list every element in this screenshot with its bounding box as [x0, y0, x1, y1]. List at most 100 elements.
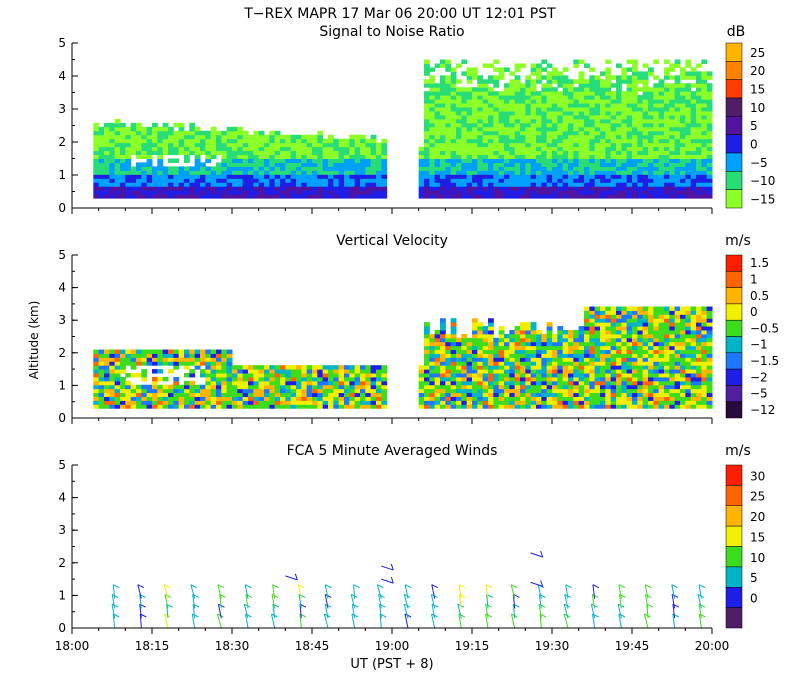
vv-cell — [685, 384, 692, 390]
snr-cell — [285, 142, 292, 148]
snr-cell — [146, 150, 153, 156]
snr-cell — [488, 142, 494, 148]
snr-cell — [285, 158, 292, 163]
snr-cell — [568, 174, 574, 179]
vv-cell — [626, 388, 633, 394]
wind-barb-flag — [217, 584, 225, 589]
snr-cell — [424, 118, 430, 124]
vv-cell — [584, 380, 590, 386]
vv-cell — [589, 384, 596, 390]
snr-cell — [493, 67, 500, 72]
snr-cell — [541, 194, 548, 199]
vv-cell — [578, 396, 585, 401]
snr-cell — [269, 130, 276, 136]
vv-cell — [306, 376, 313, 382]
snr-cell — [562, 107, 569, 112]
vv-cell — [450, 388, 457, 394]
vv-cell — [616, 388, 622, 394]
vv-cell — [488, 318, 494, 323]
snr-cell — [376, 146, 382, 152]
snr-cell — [205, 190, 212, 195]
vv-cell — [317, 392, 324, 397]
vv-cell — [541, 404, 548, 409]
snr-cell — [509, 190, 516, 195]
snr-cell — [674, 182, 681, 187]
vv-cell — [168, 361, 174, 366]
snr-cell — [296, 154, 302, 159]
vv-cell — [536, 337, 542, 343]
vv-cell — [653, 396, 660, 401]
vv-cell — [349, 392, 356, 397]
vv-cell — [104, 388, 110, 394]
snr-cell — [664, 174, 670, 179]
vv-cell — [648, 333, 654, 339]
snr-cell — [594, 126, 601, 132]
snr-cell — [621, 130, 628, 136]
vv-cell — [706, 384, 713, 390]
vv-cell — [429, 369, 436, 374]
snr-cell — [680, 166, 686, 171]
snr-cell — [285, 146, 292, 152]
snr-cell — [626, 99, 633, 104]
vv-cell — [269, 380, 276, 386]
vv-cell — [488, 333, 494, 339]
colorbar-label: −5 — [750, 156, 768, 170]
vv-cell — [333, 365, 340, 370]
vv-cell — [290, 400, 297, 405]
snr-cell — [221, 178, 228, 183]
snr-cell — [248, 150, 254, 156]
vv-cell — [610, 353, 617, 358]
vv-cell — [552, 369, 558, 374]
snr-cell — [109, 190, 116, 195]
vv-cell — [424, 345, 430, 351]
snr-cell — [685, 95, 692, 100]
vv-cell — [109, 404, 116, 409]
snr-cell — [562, 75, 569, 80]
snr-cell — [456, 126, 462, 132]
vv-cell — [690, 404, 697, 409]
vv-cell — [626, 357, 633, 362]
wind-barb — [431, 584, 436, 599]
snr-cell — [365, 194, 372, 199]
snr-cell — [520, 83, 526, 88]
vv-cell — [637, 349, 644, 354]
snr-cell — [125, 174, 132, 179]
snr-cell — [184, 150, 190, 156]
snr-cell — [642, 150, 649, 156]
snr-cell — [642, 83, 649, 88]
snr-cell — [370, 194, 377, 199]
snr-cell — [141, 162, 148, 167]
vv-cell — [658, 384, 665, 390]
snr-cell — [706, 194, 713, 199]
snr-cell — [685, 178, 692, 183]
snr-cell — [525, 107, 532, 112]
snr-cell — [520, 142, 526, 148]
vv-cell — [488, 373, 494, 378]
snr-cell — [621, 107, 628, 112]
snr-cell — [493, 174, 500, 179]
snr-cell — [248, 186, 254, 191]
vv-cell — [648, 314, 654, 319]
vv-cell — [472, 400, 478, 405]
vv-cell — [312, 392, 318, 397]
snr-cell — [557, 71, 564, 76]
wind-barb — [323, 613, 329, 629]
vv-cell — [440, 392, 446, 397]
wind-barb — [644, 594, 649, 609]
snr-cell — [477, 130, 484, 136]
vv-cell — [637, 392, 644, 397]
vv-cell — [610, 333, 617, 339]
vv-cell — [216, 384, 222, 390]
vv-cell — [605, 376, 612, 382]
vv-cell — [488, 326, 494, 331]
vv-cell — [152, 404, 158, 409]
snr-cell — [706, 154, 713, 159]
snr-cell — [344, 146, 350, 152]
snr-cell — [653, 170, 660, 175]
snr-cell — [424, 182, 430, 187]
vv-cell — [434, 376, 441, 382]
vv-cell — [701, 369, 708, 374]
vv-cell — [498, 376, 505, 382]
snr-cell — [536, 71, 542, 76]
snr-cell — [466, 190, 473, 195]
